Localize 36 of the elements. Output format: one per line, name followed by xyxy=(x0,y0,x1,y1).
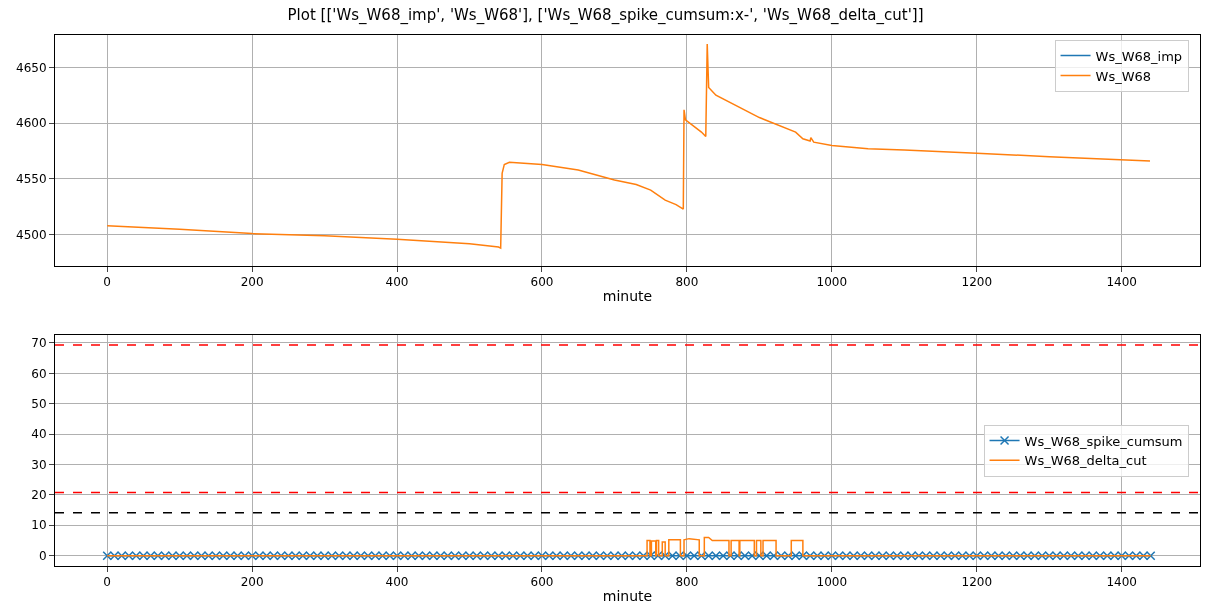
y-tick-label: 0 xyxy=(38,548,47,563)
chart-title: Plot [['Ws_W68_imp', 'Ws_W68'], ['Ws_W68_spike_cumsum:x-', 'Ws_W68_delta_cut']] xyxy=(287,5,924,25)
y-tick-label: 4600 xyxy=(16,116,47,131)
x-tick-label: 0 xyxy=(103,575,111,590)
line-series xyxy=(106,536,1152,557)
y-tick-label: 30 xyxy=(31,457,47,472)
x-axis-title: minute xyxy=(602,287,653,304)
y-tick-label: 70 xyxy=(31,336,47,351)
legend-label: Ws_W68_imp xyxy=(1095,48,1183,64)
x-tick-label: 1000 xyxy=(816,275,848,290)
y-tick-label: 40 xyxy=(31,427,47,442)
legend-label: Ws_W68_delta_cut xyxy=(1024,453,1147,469)
x-tick-label: 800 xyxy=(675,575,699,590)
legend-label: Ws_W68 xyxy=(1095,68,1152,84)
x-tick-label: 1400 xyxy=(1106,575,1137,590)
x-tick-label: 400 xyxy=(385,575,409,590)
x-tick-label: 400 xyxy=(385,275,409,290)
x-tick-label: 1200 xyxy=(961,275,993,290)
x-tick-label: 600 xyxy=(530,275,554,290)
legend-label: Ws_W68_spike_cumsum xyxy=(1024,433,1183,449)
x-tick-label: 0 xyxy=(103,275,111,290)
y-tick-label: 4550 xyxy=(16,172,47,187)
y-tick-label: 60 xyxy=(31,366,47,381)
y-tick-label: 4500 xyxy=(16,227,47,242)
y-tick-label: 20 xyxy=(31,488,47,503)
x-tick-label: 1400 xyxy=(1106,275,1137,290)
x-tick-label: 800 xyxy=(675,275,699,290)
x-tick-label: 1000 xyxy=(816,575,848,590)
x-tick-label: 200 xyxy=(240,275,264,290)
x-axis-title: minute xyxy=(602,587,653,604)
x-tick-label: 600 xyxy=(530,575,554,590)
y-tick-label: 10 xyxy=(31,518,47,533)
y-tick-label: 4650 xyxy=(16,60,47,75)
x-tick-label: 200 xyxy=(240,575,264,590)
y-tick-label: 50 xyxy=(31,396,47,411)
x-tick-label: 1200 xyxy=(961,575,993,590)
